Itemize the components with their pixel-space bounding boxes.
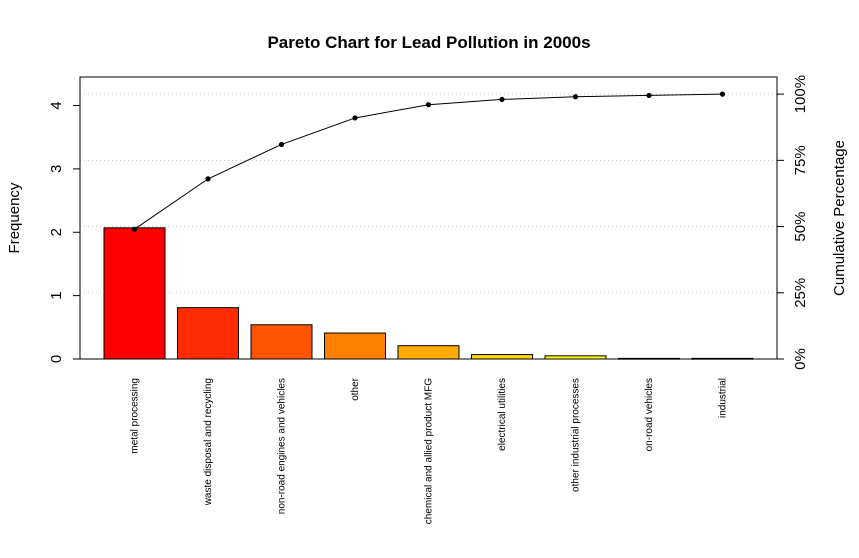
y2-tick-label-50pct: 50% bbox=[792, 212, 809, 242]
bar-4 bbox=[397, 345, 460, 360]
category-labels: metal processing waste disposal and recyc… bbox=[130, 377, 729, 524]
category-label-1: waste disposal and recycling bbox=[203, 378, 214, 506]
y2-tick-label-0pct: 0% bbox=[792, 348, 809, 370]
y2-tick-label-75pct: 75% bbox=[792, 145, 809, 175]
y2-axis-label: Cumulative Percentage bbox=[831, 140, 848, 296]
bar-5 bbox=[471, 354, 533, 360]
cumulative-point-5 bbox=[499, 96, 505, 103]
cumulative-point-0 bbox=[131, 226, 138, 232]
cumulative-point-4 bbox=[425, 102, 432, 108]
cumulative-point-8 bbox=[719, 91, 726, 97]
bars bbox=[103, 227, 754, 360]
cumulative-point-2 bbox=[278, 141, 285, 148]
category-label-6: other industrial processes bbox=[571, 378, 582, 492]
chart-title: Pareto Chart for Lead Pollution in 2000s bbox=[267, 33, 590, 52]
y-tick-label-3: 3 bbox=[48, 165, 65, 173]
bar-2 bbox=[250, 324, 313, 360]
cumulative-point-6 bbox=[572, 94, 579, 100]
y-axis-label: Frequency bbox=[6, 182, 23, 253]
category-label-5: electrical utilities bbox=[497, 378, 508, 451]
category-label-3: other bbox=[350, 377, 361, 400]
category-label-8: industrial bbox=[718, 378, 729, 418]
bar-1 bbox=[177, 307, 239, 360]
y2-tick-label-25pct: 25% bbox=[792, 278, 809, 308]
cumulative-point-1 bbox=[205, 176, 211, 182]
category-label-2: non-road engines and vehicles bbox=[277, 378, 288, 514]
y-tick-label-1: 1 bbox=[48, 291, 65, 299]
cumulative-line bbox=[131, 91, 726, 232]
cumulative-polyline bbox=[134, 93, 723, 230]
y-tick-label-0: 0 bbox=[48, 355, 65, 363]
category-label-7: on-road vehicles bbox=[644, 378, 655, 451]
cumulative-point-7 bbox=[646, 92, 652, 99]
category-label-0: metal processing bbox=[130, 378, 141, 454]
category-label-4: chemical and allied product MFG bbox=[424, 378, 435, 524]
plot-frame bbox=[79, 76, 778, 360]
y-tick-label-4: 4 bbox=[48, 101, 65, 109]
axes: 0 1 2 3 4 0% 25% 50% 75% 100% bbox=[48, 75, 809, 370]
y-tick-label-2: 2 bbox=[48, 228, 65, 236]
bar-3 bbox=[324, 332, 386, 360]
y2-tick-label-100pct: 100% bbox=[792, 75, 809, 113]
bar-0 bbox=[103, 227, 166, 360]
cumulative-point-3 bbox=[352, 115, 358, 121]
